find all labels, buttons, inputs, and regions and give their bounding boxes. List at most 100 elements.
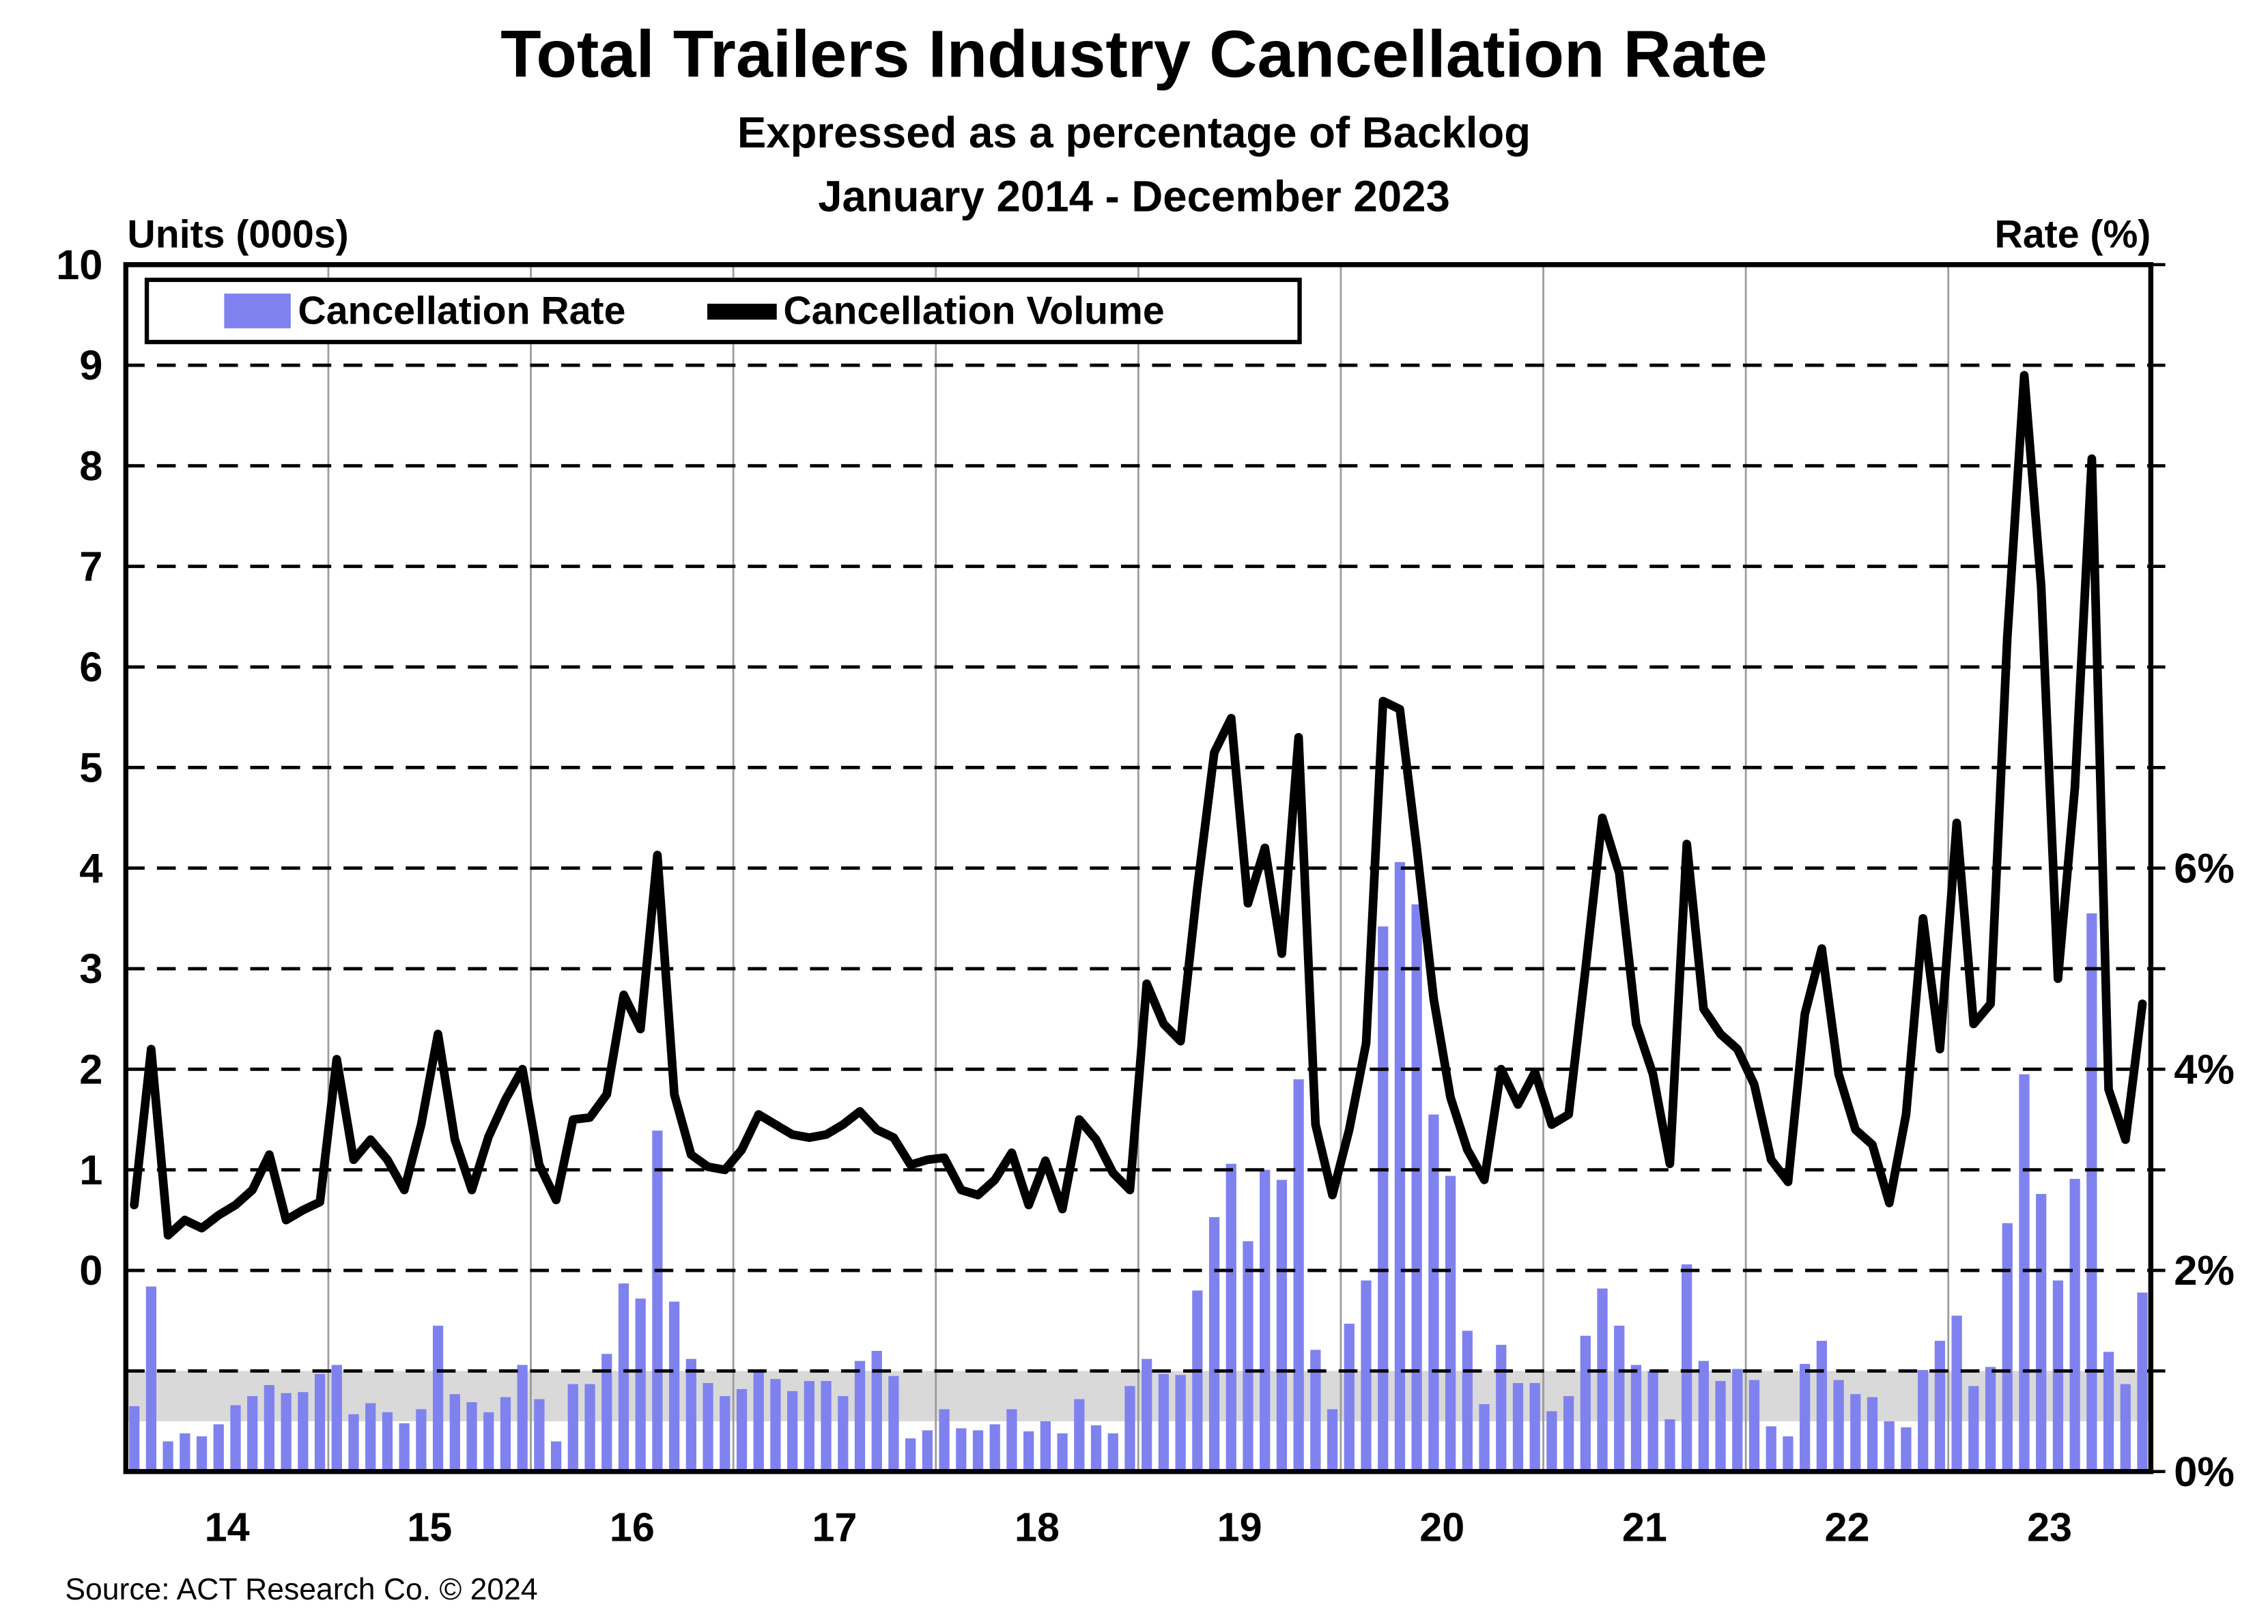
chart-title: Total Trailers Industry Cancellation Rat… <box>500 16 1768 91</box>
cancellation-rate-bar <box>1428 1114 1439 1472</box>
x-axis-year-label: 19 <box>1217 1504 1262 1550</box>
horizontal-gridlines <box>126 363 2151 1373</box>
cancellation-rate-bar <box>922 1430 933 1472</box>
cancellation-rate-bar <box>1630 1365 1642 1472</box>
cancellation-rate-bar <box>1867 1397 1878 1472</box>
cancellation-rate-bar <box>2002 1223 2013 1472</box>
cancellation-rate-bar <box>770 1379 781 1472</box>
left-axis-tick-label: 8 <box>79 443 102 490</box>
source-note: Source: ACT Research Co. © 2024 <box>65 1573 538 1607</box>
cancellation-rate-bar <box>1378 926 1389 1472</box>
cancellation-rate-bar <box>787 1391 798 1472</box>
cancellation-rate-bar <box>1682 1264 1692 1472</box>
cancellation-rate-bar <box>1175 1375 1186 1472</box>
x-axis-year-labels: 14 15 16 17 18 19 20 21 22 23 <box>205 1504 2072 1550</box>
cancellation-rate-bar <box>1715 1381 1726 1472</box>
cancellation-rate-bar <box>1816 1341 1828 1472</box>
cancellation-rate-bar <box>1260 1169 1271 1472</box>
cancellation-rate-bar <box>382 1412 393 1472</box>
cancellation-rate-bar <box>1748 1380 1760 1472</box>
cancellation-rate-bar <box>1090 1425 1102 1472</box>
cancellation-rate-bar <box>1361 1280 1372 1472</box>
cancellation-rate-bar <box>753 1371 764 1472</box>
left-axis-tick-label: 6 <box>79 644 102 691</box>
left-axis-tick-label: 1 <box>79 1147 102 1194</box>
cancellation-rate-bar <box>668 1301 680 1472</box>
cancellation-rate-bar <box>854 1361 866 1472</box>
cancellation-rate-swatch-icon <box>224 294 291 328</box>
cancellation-rate-bar <box>348 1414 359 1472</box>
cancellation-rate-bar <box>1462 1330 1473 1472</box>
cancellation-rate-bar <box>956 1428 967 1472</box>
cancellation-rate-bar <box>1901 1427 1912 1472</box>
x-axis-year-label: 20 <box>1419 1504 1464 1550</box>
cancellation-rate-bar <box>1766 1426 1776 1472</box>
cancellation-rate-bar <box>517 1365 528 1472</box>
cancellation-rate-bar <box>635 1298 646 1472</box>
cancellation-rate-bar <box>1310 1350 1321 1472</box>
cancellation-rate-bar <box>1732 1369 1743 1472</box>
x-axis-year-label: 23 <box>2027 1504 2072 1550</box>
cancellation-rate-bar <box>2103 1352 2114 1472</box>
cancellation-rate-bar <box>281 1393 292 1472</box>
cancellation-volume-line <box>130 371 2147 1240</box>
cancellation-rate-bar <box>230 1405 241 1472</box>
right-axis-tick-label: 0% <box>2174 1449 2235 1496</box>
cancellation-rate-bar <box>1783 1436 1794 1472</box>
cancellation-rate-bar <box>180 1433 190 1472</box>
legend-volume-label: Cancellation Volume <box>783 288 1165 332</box>
cancellation-rate-bar <box>1243 1241 1253 1472</box>
cancellation-rate-bar <box>1124 1386 1135 1472</box>
right-axis-tick-labels: 0% 2% 4% 6% <box>2174 845 2235 1496</box>
cancellation-rate-bar <box>1985 1367 1996 1472</box>
x-axis-year-label: 21 <box>1622 1504 1667 1550</box>
cancellation-rate-bar <box>1074 1399 1085 1472</box>
cancellation-rate-bar <box>601 1354 612 1472</box>
cancellation-rate-bar <box>416 1409 427 1472</box>
cancellation-rate-bar <box>466 1402 477 1472</box>
cancellation-rate-bar <box>1445 1176 1456 1472</box>
cancellation-rate-bar <box>1327 1409 1338 1472</box>
cancellation-rate-bar <box>703 1383 713 1472</box>
cancellation-rate-bar <box>483 1412 494 1472</box>
cancellation-rate-bar <box>888 1376 899 1472</box>
left-axis-tick-label: 0 <box>79 1247 102 1294</box>
cancellation-rate-bar <box>500 1397 511 1472</box>
cancellation-rate-bar <box>1479 1404 1490 1472</box>
left-axis-tick-label: 7 <box>79 543 102 590</box>
cancellation-rate-bar <box>2137 1292 2148 1472</box>
cancellation-rate-bar <box>264 1384 275 1472</box>
cancellation-rate-bar <box>1158 1373 1170 1472</box>
cancellation-rate-bar <box>1225 1163 1236 1472</box>
cancellation-rate-bar <box>1344 1324 1355 1472</box>
cancellation-rate-bar <box>1006 1409 1017 1472</box>
cancellation-rate-bar <box>871 1350 882 1472</box>
cancellation-rate-bar <box>584 1384 595 1472</box>
cancellation-rate-bar <box>129 1406 140 1472</box>
cancellation-rate-bar <box>1664 1419 1675 1472</box>
right-axis-ticks <box>2151 263 2166 1474</box>
left-axis-tick-label: 10 <box>56 242 102 289</box>
cancellation-rate-bar <box>972 1430 984 1472</box>
cancellation-rate-bar <box>1107 1433 1118 1472</box>
cancellation-rate-bar <box>1580 1335 1591 1472</box>
x-axis-year-label: 16 <box>610 1504 655 1550</box>
cancellation-rate-bar <box>736 1388 748 1472</box>
right-axis-title: Rate (%) <box>1994 212 2151 256</box>
cancellation-rate-bar <box>652 1130 663 1472</box>
cancellation-rate-bar <box>1411 904 1422 1472</box>
cancellation-rate-bar <box>1563 1396 1574 1472</box>
left-axis-title: Units (000s) <box>127 212 349 256</box>
cancellation-rate-bar <box>432 1326 444 1472</box>
x-axis-year-label: 15 <box>407 1504 452 1550</box>
cancellation-rate-bar <box>939 1409 950 1472</box>
cancellation-rate-bar <box>989 1424 1000 1472</box>
cancellation-rate-bar <box>1884 1421 1895 1472</box>
cancellation-rate-bar <box>1546 1411 1557 1472</box>
legend: Cancellation Rate Cancellation Volume <box>144 277 1302 345</box>
cancellation-rate-bar <box>196 1436 208 1472</box>
cancellation-rate-bar <box>1023 1431 1034 1472</box>
cancellation-rate-bar <box>1918 1369 1929 1472</box>
chart-period: January 2014 - December 2023 <box>818 173 1450 222</box>
